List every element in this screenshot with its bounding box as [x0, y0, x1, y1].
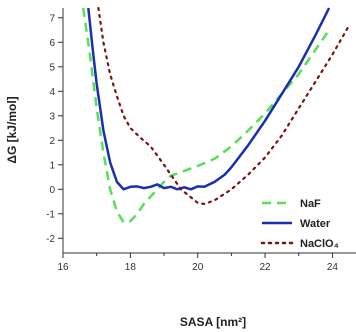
y-tick-label: 1	[49, 160, 55, 171]
legend: NaF Water NaClO₄	[260, 198, 339, 250]
y-tick-label: 3	[49, 111, 55, 122]
legend-label: NaClO₄	[300, 238, 339, 250]
axis-ticks: 16 18 20 22 24 -2 -1 0 1 2 3 4 5 6 7	[46, 13, 338, 273]
x-tick-label: 16	[57, 262, 69, 273]
y-tick-label: 4	[49, 87, 55, 98]
x-tick-label: 18	[125, 262, 137, 273]
legend-label: Water	[300, 218, 331, 230]
y-tick-label: -2	[46, 234, 55, 245]
series-line	[97, 6, 351, 206]
plot-area	[62, 8, 356, 254]
y-tick-label: -1	[46, 209, 55, 220]
y-tick-label: 6	[49, 38, 55, 49]
y-tick-label: 0	[49, 185, 55, 196]
x-tick-label: 20	[192, 262, 204, 273]
y-tick-label: 7	[49, 13, 55, 24]
y-tick-label: 5	[49, 62, 55, 73]
y-tick-label: 2	[49, 136, 55, 147]
series-line	[81, 7, 331, 224]
x-axis-title: SASA [nm²]	[180, 315, 246, 329]
series-line	[87, 7, 331, 191]
legend-label: NaF	[300, 198, 321, 210]
x-tick-label: 24	[327, 262, 339, 273]
y-axis-title: ΔG [kJ/mol]	[5, 96, 19, 163]
x-tick-label: 22	[260, 262, 272, 273]
series-lines	[81, 6, 351, 224]
